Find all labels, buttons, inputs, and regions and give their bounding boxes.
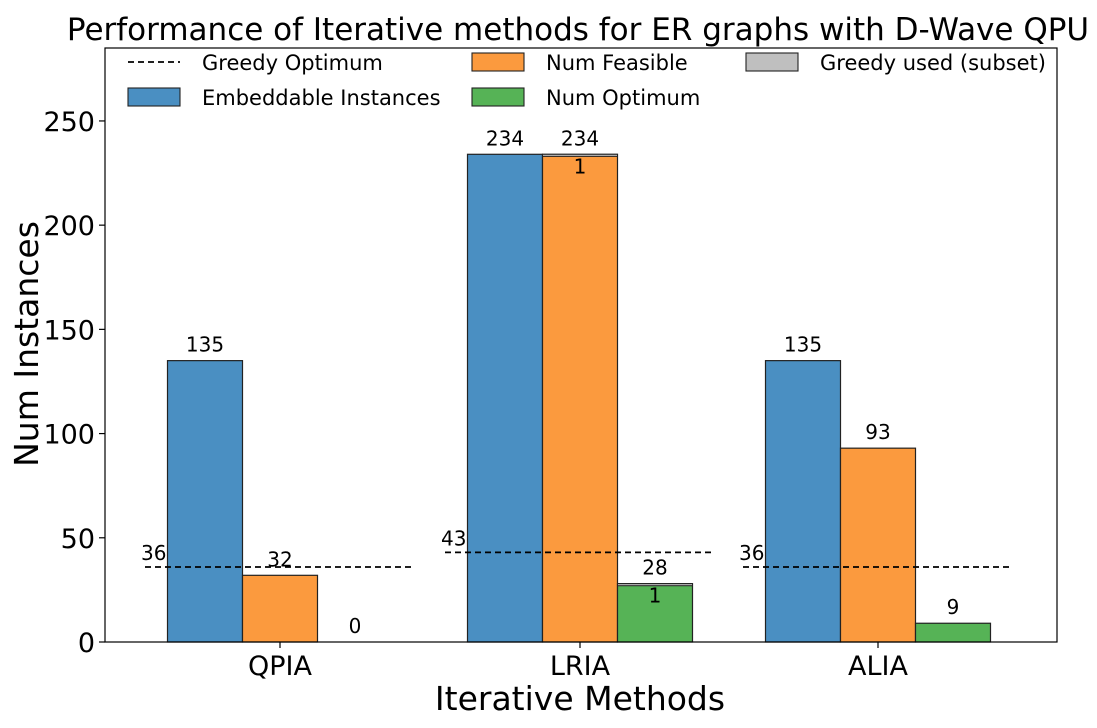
bar-num-feasible-alia — [839, 447, 917, 643]
data-label-num-feasible-qpia: 32 — [267, 547, 292, 571]
chart-title: Performance of Iterative methods for ER … — [67, 12, 1089, 48]
y-tick-label-250: 250 — [43, 107, 95, 138]
data-label-num-optimum-lria: 28 — [642, 556, 667, 580]
bars-layer — [166, 153, 992, 643]
bar-embeddable-instances-lria — [466, 153, 544, 643]
y-tick-label-150: 150 — [43, 315, 95, 346]
greedy-lines-layer — [145, 551, 1013, 568]
legend-num-feasible-label: Num Feasible — [546, 51, 688, 75]
greedy-used-label-1: 1 — [649, 584, 662, 608]
data-label-num-feasible-lria: 234 — [561, 126, 599, 150]
legend-num-feasible-swatch — [471, 52, 525, 72]
y-tick-label-100: 100 — [43, 420, 95, 451]
legend-greedy-used-subset-label: Greedy used (subset) — [820, 51, 1046, 75]
axes-layer: 0 50 100 150 200 250 QPIA LRIA ALIA — [43, 47, 1058, 682]
bar-num-feasible-lria — [541, 153, 619, 643]
legend: Greedy Optimum Embeddable Instances Num Fe… — [127, 51, 1046, 110]
bar-num-optimum-alia — [914, 622, 992, 643]
data-label-embeddable-instances-qpia: 135 — [186, 333, 224, 357]
data-label-embeddable-instances-alia: 135 — [784, 333, 822, 357]
legend-greedy-optimum-label: Greedy Optimum — [202, 51, 383, 75]
y-tick-label-50: 50 — [61, 524, 95, 555]
plot-frame — [104, 47, 1058, 643]
legend-greedy-used-subset-swatch — [745, 52, 799, 72]
legend-num-optimum-label: Num Optimum — [546, 86, 700, 110]
data-label-num-feasible-alia: 93 — [865, 420, 890, 444]
legend-embeddable-instances-label: Embeddable Instances — [202, 86, 441, 110]
y-axis-label: Num Instances — [7, 221, 46, 467]
x-tick-label-alia: ALIA — [848, 651, 908, 682]
x-tick-label-qpia: QPIA — [248, 651, 312, 682]
bar-embeddable-instances-alia — [764, 360, 842, 643]
greedy-label-alia: 36 — [739, 541, 764, 565]
bar-num-feasible-qpia — [241, 574, 319, 643]
greedy-used-label-0: 1 — [574, 154, 587, 178]
x-tick-label-lria: LRIA — [550, 651, 611, 682]
data-label-num-optimum-qpia: 0 — [349, 614, 362, 638]
y-tick-label-200: 200 — [43, 211, 95, 242]
greedy-used-bar-1 — [617, 583, 693, 587]
greedy-label-lria: 43 — [441, 526, 466, 550]
legend-embeddable-instances-swatch — [127, 87, 181, 107]
x-axis-label: Iterative Methods — [435, 679, 725, 718]
greedy-label-qpia: 36 — [141, 541, 166, 565]
y-tick-label-0: 0 — [78, 628, 95, 659]
labels-layer: 135 234 135 32 234 93 0 28 9 1 1 36 43 36 — [141, 126, 959, 638]
bar-embeddable-instances-qpia — [166, 360, 244, 643]
data-label-embeddable-instances-lria: 234 — [486, 126, 524, 150]
greedy-used-bar-0 — [542, 153, 618, 157]
data-label-num-optimum-alia: 9 — [947, 595, 960, 619]
legend-num-optimum-swatch — [471, 87, 525, 107]
